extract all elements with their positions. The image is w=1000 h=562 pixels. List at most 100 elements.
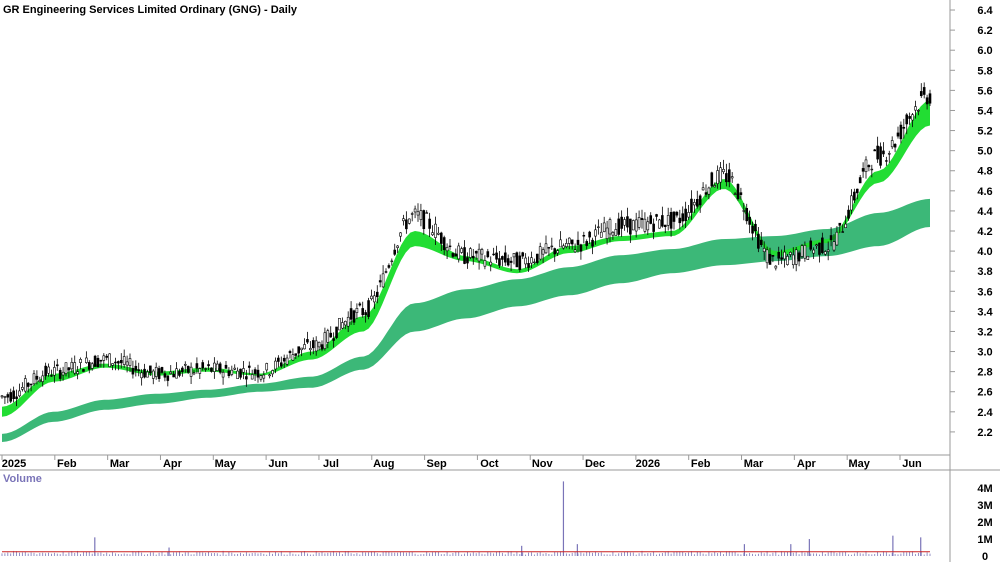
y-tick-label: 4.8 xyxy=(977,166,992,178)
bar-body xyxy=(818,242,821,255)
price-bar xyxy=(821,232,824,255)
y-tick-label: 3.6 xyxy=(977,286,992,298)
price-bar xyxy=(477,243,481,270)
bar-body xyxy=(332,338,335,341)
bar-body xyxy=(32,373,36,385)
bar-body xyxy=(663,224,667,228)
bar-body xyxy=(588,231,591,238)
price-bar xyxy=(864,156,868,179)
bar-body xyxy=(905,114,909,125)
bar-body xyxy=(873,149,877,152)
price-bar xyxy=(210,367,213,373)
price-bar xyxy=(445,243,449,260)
bar-body xyxy=(6,394,10,398)
price-bar xyxy=(751,221,754,241)
bar-body xyxy=(695,199,699,207)
price-bar xyxy=(29,383,33,392)
price-bar xyxy=(326,328,330,349)
bar-body xyxy=(265,363,269,371)
y-tick-label: 6.4 xyxy=(977,5,993,17)
price-bar xyxy=(870,164,874,178)
bar-body xyxy=(556,250,559,254)
price-bar xyxy=(684,201,687,229)
price-bar xyxy=(917,109,920,116)
price-bar xyxy=(562,243,565,250)
price-bar xyxy=(422,209,426,235)
price-bar xyxy=(181,366,184,377)
price-bar xyxy=(725,163,728,187)
bar-body xyxy=(442,237,446,251)
bar-body xyxy=(466,257,469,264)
bar-body xyxy=(114,361,117,364)
volume-bars xyxy=(1,481,931,556)
bar-body xyxy=(503,252,507,263)
x-tick-label: May xyxy=(848,458,870,470)
price-bar xyxy=(495,245,498,263)
price-bar xyxy=(730,172,734,183)
price-bar xyxy=(387,263,391,269)
bar-body xyxy=(917,110,920,112)
price-bar xyxy=(893,143,897,153)
price-bar xyxy=(570,239,574,250)
price-bar xyxy=(681,206,685,228)
price-bar xyxy=(87,360,91,374)
bar-body xyxy=(288,351,292,354)
bar-body xyxy=(224,364,228,369)
bar-body xyxy=(47,366,50,374)
price-bar xyxy=(274,357,277,374)
bar-body xyxy=(343,321,347,326)
y-tick-label: 5.4 xyxy=(977,105,993,117)
price-bar xyxy=(352,309,356,326)
bar-body xyxy=(306,339,309,343)
bar-body xyxy=(117,361,120,364)
bar-body xyxy=(221,372,225,378)
bar-body xyxy=(716,170,719,184)
bar-body xyxy=(489,261,493,266)
bar-body xyxy=(178,371,181,376)
price-bar xyxy=(745,203,749,225)
price-bar xyxy=(466,252,469,269)
bar-body xyxy=(637,217,641,228)
x-tick-label: Mar xyxy=(744,458,764,470)
price-bar xyxy=(765,246,769,269)
price-bar xyxy=(922,82,926,99)
price-bar xyxy=(76,366,79,380)
bar-body xyxy=(562,245,565,249)
price-bar xyxy=(346,311,350,333)
bar-body xyxy=(82,369,85,372)
bar-body xyxy=(515,252,519,268)
price-bar xyxy=(809,237,813,252)
bar-body xyxy=(483,260,487,267)
bar-body xyxy=(268,374,271,377)
price-bar xyxy=(300,347,303,357)
bar-body xyxy=(719,167,722,183)
bar-body xyxy=(707,187,711,195)
price-bar xyxy=(410,211,414,222)
price-bar xyxy=(332,332,335,348)
y-tick-label: 3.2 xyxy=(977,326,992,338)
y-tick-label: 3.4 xyxy=(977,306,993,318)
price-bar xyxy=(67,367,71,378)
bar-body xyxy=(367,300,370,317)
bar-body xyxy=(573,249,577,253)
price-bar xyxy=(236,367,239,379)
price-bar xyxy=(818,242,821,263)
price-bar xyxy=(90,361,94,371)
price-bar xyxy=(611,230,615,240)
bar-body xyxy=(361,308,365,316)
price-bar xyxy=(323,327,327,351)
price-bar xyxy=(108,353,111,368)
price-bar xyxy=(224,361,228,369)
bar-body xyxy=(847,209,850,219)
bar-body xyxy=(239,368,242,378)
price-bar xyxy=(314,336,318,356)
bar-body xyxy=(745,208,749,222)
price-bar xyxy=(879,142,882,169)
price-bar xyxy=(375,285,379,304)
y-tick-label: 6.2 xyxy=(977,25,992,37)
bar-body xyxy=(253,369,257,374)
price-bar xyxy=(218,361,222,375)
bar-body xyxy=(754,223,757,231)
bar-body xyxy=(303,344,306,350)
price-bar xyxy=(402,214,405,226)
